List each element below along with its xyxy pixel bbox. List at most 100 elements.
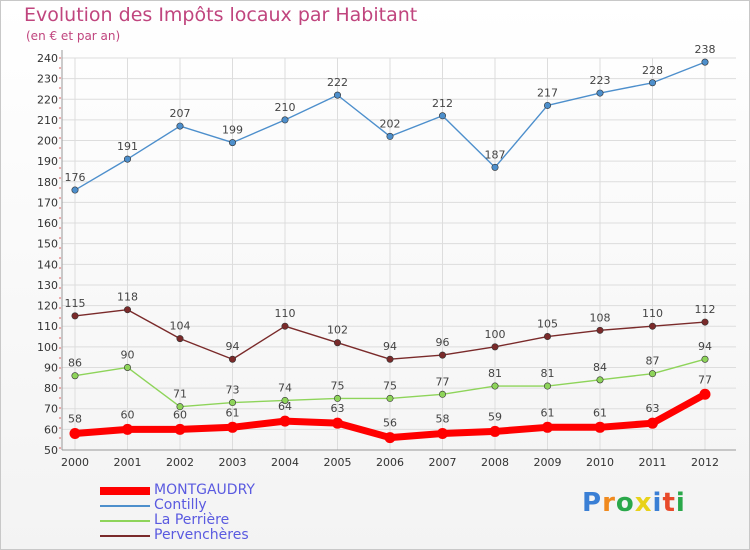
data-point [176,335,184,343]
data-label: 60 [173,408,187,421]
data-label: 81 [488,367,502,380]
data-point [281,116,289,124]
data-label: 77 [436,375,450,388]
data-point [596,89,604,97]
data-label: 115 [65,297,86,310]
data-point [648,322,656,330]
data-label: 187 [485,148,506,161]
y-tick-label: 130 [37,279,58,292]
data-point [647,417,658,429]
data-label: 77 [698,373,712,386]
data-point [122,423,133,435]
data-label: 104 [170,320,191,333]
x-tick-label: 2000 [61,456,89,469]
chart-subtitle: (en € et par an) [26,29,121,43]
data-label: 74 [278,381,292,394]
logo-letter: i [652,488,663,518]
y-tick-label: 190 [37,155,58,168]
x-tick-label: 2004 [271,456,299,469]
data-label: 96 [436,336,450,349]
data-label: 212 [432,97,453,110]
y-tick-label: 120 [37,300,58,313]
logo-letter: o [615,488,635,518]
data-point [543,382,551,390]
data-point [332,417,343,429]
data-point [438,351,446,359]
data-label: 105 [537,318,558,331]
data-point [491,343,499,351]
data-point [71,372,79,380]
data-label: 61 [541,406,555,419]
data-point [174,423,186,435]
data-label: 210 [275,101,296,114]
y-tick-label: 200 [37,135,58,148]
data-label: 81 [541,367,555,380]
data-label: 71 [173,388,187,401]
y-tick-label: 70 [44,403,58,416]
logo-letter: r [602,488,616,518]
data-label: 94 [383,340,397,353]
data-point [386,355,394,363]
y-tick-label: 150 [37,238,58,251]
data-point [124,155,132,163]
data-label: 59 [488,410,502,423]
x-tick-label: 2005 [324,456,352,469]
data-label: 100 [485,328,506,341]
data-label: 58 [436,412,450,425]
data-point [648,370,656,378]
data-point [229,399,237,407]
data-label: 176 [65,171,86,184]
data-label: 112 [695,303,716,316]
data-point [279,415,291,427]
data-point [384,432,396,444]
data-label: 63 [646,402,660,415]
legend-swatch [100,535,150,537]
data-label: 217 [537,86,558,99]
data-point [386,132,394,140]
logo-letter: x [634,488,653,518]
data-point [69,427,81,439]
legend-item: MONTGAUDRY [100,482,360,499]
legend-item: Contilly [100,497,360,514]
data-label: 87 [646,355,660,368]
data-label: 202 [380,117,401,130]
logo-letter: P [582,488,603,518]
data-point [333,91,341,99]
data-point [71,312,79,320]
legend-item: Pervenchères [100,527,360,544]
data-label: 228 [642,64,663,77]
legend-swatch [100,505,150,507]
logo-letter: t [662,488,676,518]
data-label: 207 [170,107,191,120]
data-point [71,186,79,194]
data-point [281,322,289,330]
legend-label: Pervenchères [154,527,249,543]
data-label: 75 [331,379,345,392]
x-tick-label: 2011 [639,456,667,469]
data-point [491,382,499,390]
legend-label: Contilly [154,497,207,513]
y-tick-label: 180 [37,176,58,189]
data-label: 61 [226,406,240,419]
y-tick-label: 80 [44,382,58,395]
data-label: 75 [383,379,397,392]
data-label: 64 [278,400,292,413]
data-label: 60 [121,408,135,421]
legend-swatch [100,520,150,522]
data-label: 110 [275,307,296,320]
x-tick-label: 2003 [219,456,247,469]
data-point [333,339,341,347]
x-tick-label: 2009 [534,456,562,469]
y-tick-label: 110 [37,320,58,333]
data-label: 199 [222,124,243,137]
data-point [229,139,237,147]
data-point [596,376,604,384]
data-label: 118 [117,291,138,304]
data-label: 94 [698,340,712,353]
y-tick-label: 160 [37,217,58,230]
data-point [438,112,446,120]
logo-letter: i [675,488,686,518]
data-point [648,79,656,87]
data-point [701,355,709,363]
